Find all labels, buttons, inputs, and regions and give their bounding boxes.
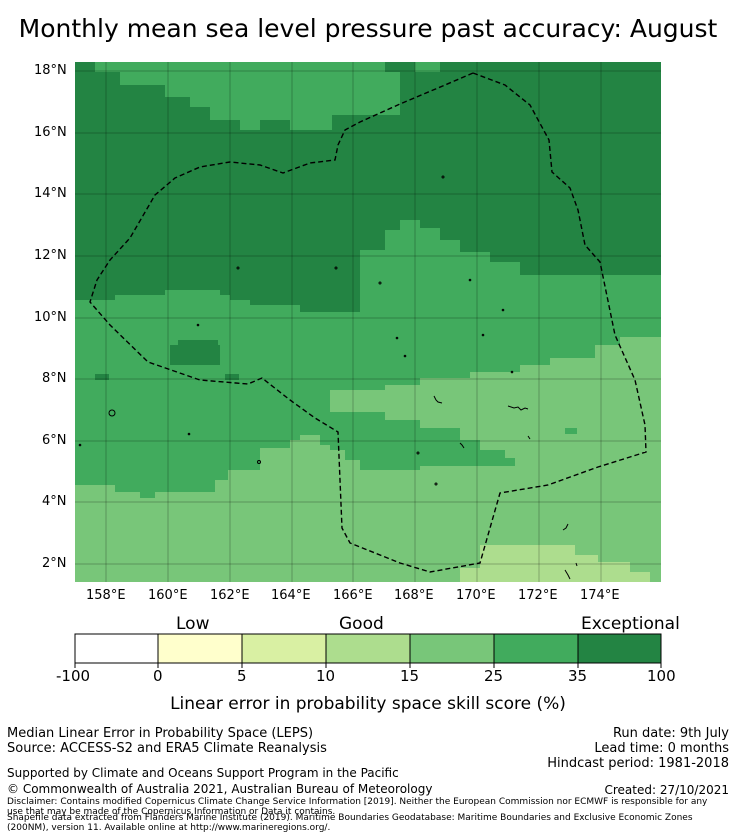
map-panel <box>75 62 661 582</box>
colorbar-segment-5 <box>410 634 494 663</box>
lon-label: 174°E <box>580 588 620 603</box>
lon-label: 172°E <box>518 588 558 603</box>
colorbar-segment-1 <box>75 634 158 663</box>
region-good-light <box>460 545 650 582</box>
lon-label: 170°E <box>456 588 496 603</box>
lon-label: 160°E <box>148 588 188 603</box>
lat-label: 10°N <box>34 310 67 325</box>
method-text: Median Linear Error in Probability Space… <box>7 726 314 741</box>
gridlines <box>75 62 661 582</box>
support-text: Supported by Climate and Oceans Support … <box>7 766 399 780</box>
lon-label: 166°E <box>333 588 373 603</box>
colorbar-category-exceptional: Exceptional <box>581 614 680 634</box>
colorbar-tick: 35 <box>568 667 588 685</box>
run-date-text: Run date: 9th July <box>612 726 729 741</box>
lat-label: 4°N <box>42 494 67 509</box>
islands <box>78 175 578 580</box>
lat-label: 12°N <box>34 248 67 263</box>
colorbar-tick: 10 <box>316 667 336 685</box>
colorbar-segment-2 <box>158 634 242 663</box>
colorbar-tick: -100 <box>56 667 91 685</box>
lon-label: 158°E <box>86 588 126 603</box>
colorbar-tick: 15 <box>400 667 420 685</box>
region-exceptional-north <box>75 62 661 312</box>
lon-label: 162°E <box>210 588 250 603</box>
colorbar-category-good: Good <box>339 614 384 634</box>
colorbar-frame <box>74 633 662 664</box>
lead-time-text: Lead time: 0 months <box>594 741 729 756</box>
region-very-good-patch-2 <box>565 428 577 434</box>
lat-label: 8°N <box>42 371 67 386</box>
map-title: Monthly mean sea level pressure past acc… <box>18 14 718 43</box>
lat-label: 2°N <box>42 556 67 571</box>
region-exceptional-patch-3 <box>95 374 109 380</box>
colorbar-segment-6 <box>494 634 578 663</box>
source-text: Source: ACCESS-S2 and ERA5 Climate Reana… <box>7 741 327 756</box>
colorbar-segment-3 <box>242 634 326 663</box>
eez-boundary <box>89 72 647 573</box>
colorbar-label: Linear error in probability space skill … <box>170 694 566 714</box>
colorbar <box>74 633 662 668</box>
colorbar-tick: 5 <box>237 667 247 685</box>
copyright-text: © Commonwealth of Australia 2021, Austra… <box>7 782 433 796</box>
colorbar-segment-4 <box>326 634 410 663</box>
created-text: Created: 27/10/2021 <box>604 783 729 797</box>
lon-label: 168°E <box>394 588 434 603</box>
region-exceptional-patch-4 <box>225 374 239 380</box>
colorbar-category-low: Low <box>176 614 210 634</box>
colorbar-tick: 25 <box>484 667 504 685</box>
lat-label: 6°N <box>42 433 67 448</box>
disclaimer-line-1: Disclaimer: Contains modified Copernicus… <box>7 797 708 807</box>
region-very-good-incursion <box>320 412 515 470</box>
region-very-good-patch <box>540 275 661 283</box>
disclaimer-line-2: use that may be made of the Copernicus I… <box>7 807 336 817</box>
hindcast-text: Hindcast period: 1981-2018 <box>547 756 729 771</box>
lat-label: 18°N <box>34 63 67 78</box>
region-exceptional-patch-1 <box>170 345 220 365</box>
lat-label: 16°N <box>34 125 67 140</box>
shapefile-line-1: Shapefile data extracted from Flanders M… <box>7 813 693 823</box>
lat-label: 14°N <box>34 186 67 201</box>
shapefile-line-2: (200NM), version 11. Available online at… <box>7 823 331 833</box>
colorbar-segment-7 <box>578 634 661 663</box>
colorbar-tick: 100 <box>647 667 676 685</box>
colorbar-tick: 0 <box>153 667 163 685</box>
lon-label: 164°E <box>271 588 311 603</box>
region-exceptional-patch-2 <box>178 340 218 348</box>
